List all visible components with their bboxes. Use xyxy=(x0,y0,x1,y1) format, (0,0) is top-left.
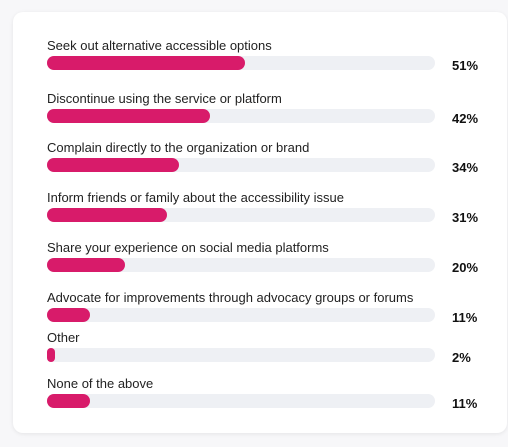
bar-track xyxy=(47,56,435,70)
bar-track xyxy=(47,109,435,123)
bar-track xyxy=(47,208,435,222)
bar xyxy=(47,158,179,172)
bar-category-label: Advocate for improvements through advoca… xyxy=(47,290,414,305)
bar-value-label: 2% xyxy=(452,350,471,365)
bar xyxy=(47,208,168,222)
bar-value-label: 42% xyxy=(452,111,479,126)
bar xyxy=(47,109,210,123)
bar xyxy=(47,258,125,272)
bar-category-label: None of the above xyxy=(47,376,154,391)
bar-value-label: 11% xyxy=(452,396,478,411)
bar-category-label: Other xyxy=(47,330,80,345)
bar-track xyxy=(47,348,435,362)
bar-value-label: 31% xyxy=(452,210,479,225)
bar xyxy=(47,394,90,408)
bar-track xyxy=(47,158,435,172)
bar-category-label: Inform friends or family about the acces… xyxy=(47,190,344,205)
bar-value-label: 34% xyxy=(452,160,479,175)
bar-value-label: 11% xyxy=(452,310,478,325)
bar-category-label: Complain directly to the organization or… xyxy=(47,140,310,155)
bar-track xyxy=(47,394,435,408)
chart-card: Seek out alternative accessible options 5… xyxy=(13,12,507,433)
bar-track xyxy=(47,258,435,272)
bar-category-label: Share your experience on social media pl… xyxy=(47,240,329,255)
bar-category-label: Seek out alternative accessible options xyxy=(47,38,272,53)
bar-category-label: Discontinue using the service or platfor… xyxy=(47,91,282,106)
bar xyxy=(47,56,245,70)
bar-value-label: 51% xyxy=(452,58,479,73)
bar xyxy=(47,348,55,362)
bar-value-label: 20% xyxy=(452,260,479,275)
bar-track xyxy=(47,308,435,322)
bar xyxy=(47,308,90,322)
